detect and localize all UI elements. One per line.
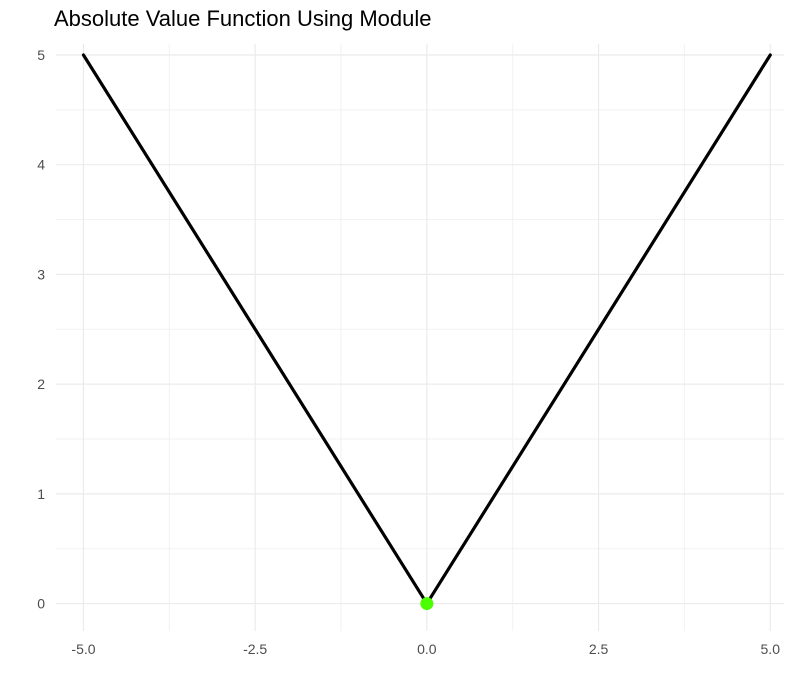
points-layer <box>420 597 434 611</box>
y-tick-label: 2 <box>37 376 45 392</box>
x-tick-label: -2.5 <box>243 641 267 657</box>
grid-major-lines <box>56 44 784 631</box>
grid-minor-lines <box>56 44 784 631</box>
highlight-point <box>420 597 434 611</box>
x-tick-label: 2.5 <box>589 641 609 657</box>
chart-title: Absolute Value Function Using Module <box>54 6 432 31</box>
x-tick-label: -5.0 <box>71 641 95 657</box>
x-tick-label: 0.0 <box>417 641 437 657</box>
y-tick-label: 3 <box>37 266 45 282</box>
y-axis-tick-labels: 0 1 2 3 4 5 <box>37 47 45 612</box>
y-tick-label: 1 <box>37 486 45 502</box>
x-tick-label: 5.0 <box>761 641 781 657</box>
y-tick-label: 0 <box>37 596 45 612</box>
x-axis-tick-labels: -5.0 -2.5 0.0 2.5 5.0 <box>71 641 780 657</box>
y-tick-label: 5 <box>37 47 45 63</box>
y-tick-label: 4 <box>37 157 45 173</box>
